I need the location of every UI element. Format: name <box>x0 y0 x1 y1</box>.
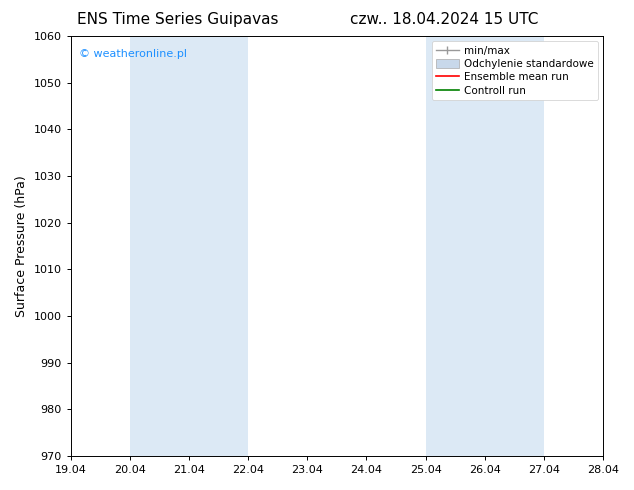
Text: czw.. 18.04.2024 15 UTC: czw.. 18.04.2024 15 UTC <box>349 12 538 27</box>
Y-axis label: Surface Pressure (hPa): Surface Pressure (hPa) <box>15 175 28 317</box>
Bar <box>425 36 544 456</box>
Text: © weatheronline.pl: © weatheronline.pl <box>79 49 186 59</box>
Text: ENS Time Series Guipavas: ENS Time Series Guipavas <box>77 12 278 27</box>
Legend: min/max, Odchylenie standardowe, Ensemble mean run, Controll run: min/max, Odchylenie standardowe, Ensembl… <box>432 41 598 100</box>
Bar <box>130 36 248 456</box>
